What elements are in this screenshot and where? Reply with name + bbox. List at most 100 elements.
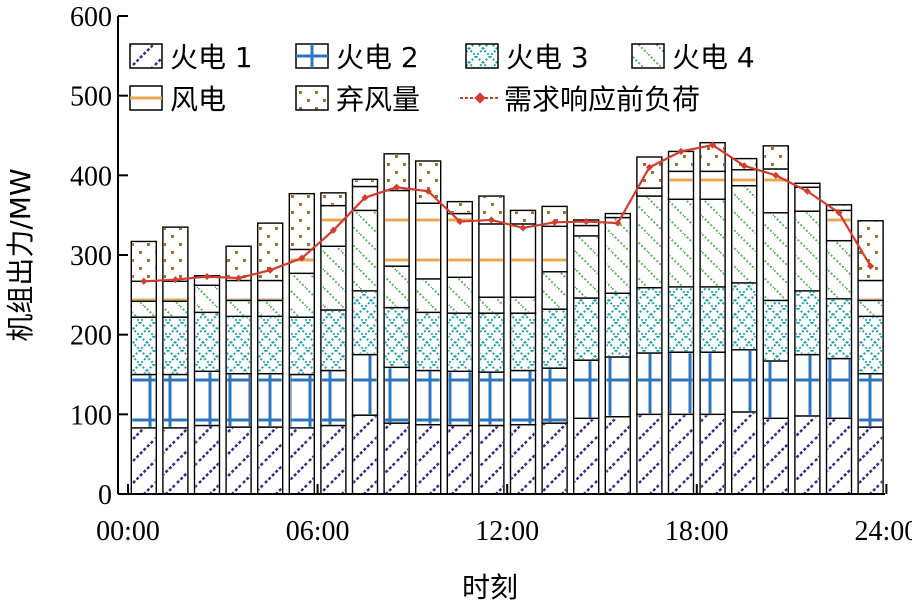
bar-pattern-6-hour-4	[227, 247, 251, 280]
bar-pattern-6-hour-13	[511, 211, 535, 223]
bar-pattern-4-hour-17	[637, 197, 661, 287]
demand-point-hour-4	[235, 274, 243, 282]
y-tick-label: 200	[70, 321, 112, 352]
bar-pattern-4-hour-24	[859, 301, 883, 316]
bar-pattern-2-hour-3	[195, 372, 219, 425]
bar-pattern-3-hour-6	[290, 318, 314, 374]
bar-pattern-1-hour-18	[669, 415, 693, 493]
bar-pattern-3-hour-12	[479, 314, 503, 372]
demand-point-hour-2	[171, 276, 179, 284]
bar-pattern-2-hour-4	[227, 374, 251, 427]
bar-pattern-3-hour-14	[543, 310, 567, 368]
bar-pattern-5-hour-4	[227, 281, 251, 300]
bar-pattern-6-hour-23	[827, 205, 851, 210]
demand-line	[143, 143, 872, 283]
bar-pattern-2-hour-13	[511, 371, 535, 424]
demand-point-hour-10	[424, 187, 432, 195]
bar-pattern-1-hour-8	[353, 416, 377, 493]
bar-pattern-5-hour-14	[543, 227, 567, 271]
bar-pattern-3-hour-16	[606, 294, 630, 356]
bar-pattern-3-hour-5	[258, 317, 282, 373]
bar-pattern-4-hour-20	[732, 186, 756, 282]
x-ticks: 00:00 06:00 12:00 18:00 24:00	[96, 484, 912, 547]
bar-pattern-6-hour-21	[764, 146, 788, 168]
y-tick-label: 0	[98, 480, 112, 511]
bar-pattern-4-hour-15	[574, 236, 598, 298]
y-tick-label: 100	[70, 400, 112, 431]
bar-pattern-5-hour-23	[827, 211, 851, 240]
demand-point-hour-23	[835, 209, 843, 217]
x-axis-title: 时刻	[462, 571, 518, 604]
bar-pattern-5-hour-2	[163, 282, 187, 301]
legend-swatch-thermal-1	[129, 43, 163, 69]
bar-pattern-3-hour-21	[764, 301, 788, 360]
bar-pattern-2-hour-12	[479, 373, 503, 425]
bar-pattern-3-hour-4	[227, 317, 251, 373]
x-tick-label: 12:00	[475, 516, 539, 547]
bar-pattern-5-hour-21	[764, 169, 788, 212]
bar-pattern-2-hour-11	[448, 372, 472, 425]
bar-pattern-1-hour-17	[637, 415, 661, 493]
bar-pattern-3-hour-9	[385, 308, 409, 367]
bar-pattern-3-hour-11	[448, 314, 472, 371]
demand-point-hour-7	[329, 226, 337, 234]
bar-pattern-3-hour-17	[637, 288, 661, 352]
bar-pattern-2-hour-17	[637, 353, 661, 414]
bar-pattern-5-hour-24	[859, 281, 883, 300]
bar-pattern-3-hour-20	[732, 283, 756, 349]
bar-pattern-3-hour-3	[195, 313, 219, 371]
bar-pattern-2-hour-18	[669, 353, 693, 414]
demand-point-hour-12	[487, 216, 495, 224]
bar-pattern-5-hour-19	[701, 172, 725, 199]
bar-pattern-1-hour-20	[732, 412, 756, 493]
demand-line-layer	[140, 141, 875, 285]
bar-pattern-4-hour-5	[258, 301, 282, 316]
bar-pattern-4-hour-9	[385, 267, 409, 307]
legend-swatch-demand-marker	[474, 92, 486, 104]
bar-pattern-2-hour-23	[827, 359, 851, 418]
bar-pattern-1-hour-5	[258, 428, 282, 493]
bar-pattern-3-hour-2	[163, 318, 187, 374]
y-tick-label: 600	[70, 2, 112, 33]
bar-pattern-4-hour-2	[163, 302, 187, 317]
y-tick-label: 500	[70, 82, 112, 113]
bar-pattern-3-hour-23	[827, 299, 851, 358]
bar-pattern-5-hour-15	[574, 226, 598, 235]
demand-point-hour-17	[645, 163, 653, 171]
bar-pattern-6-hour-11	[448, 202, 472, 213]
demand-point-hour-9	[393, 183, 401, 191]
demand-point-hour-13	[519, 224, 527, 232]
bar-pattern-5-hour-1	[132, 282, 156, 301]
legend-label-thermal-2: 火电 2	[336, 41, 419, 74]
bar-pattern-6-hour-22	[795, 184, 819, 187]
bar-pattern-5-hour-11	[448, 214, 472, 277]
bar-pattern-6-hour-9	[385, 154, 409, 190]
demand-point-hour-1	[140, 277, 148, 285]
bar-pattern-5-hour-10	[416, 204, 440, 278]
bar-pattern-1-hour-2	[163, 428, 187, 493]
bar-pattern-2-hour-9	[385, 368, 409, 423]
bar-pattern-4-hour-19	[701, 200, 725, 286]
bar-pattern-5-hour-7	[321, 206, 345, 246]
legend-swatch-thermal-4	[631, 43, 665, 69]
bar-pattern-1-hour-1	[132, 428, 156, 493]
bar-pattern-4-hour-18	[669, 200, 693, 286]
bar-pattern-2-hour-8	[353, 355, 377, 415]
bar-pattern-2-hour-21	[764, 361, 788, 418]
bar-pattern-5-hour-18	[669, 172, 693, 199]
bar-pattern-4-hour-8	[353, 211, 377, 290]
bars-layer	[130, 141, 884, 495]
bar-pattern-4-hour-21	[764, 213, 788, 300]
bar-pattern-1-hour-14	[543, 424, 567, 493]
bar-pattern-2-hour-15	[574, 361, 598, 418]
bar-pattern-3-hour-10	[416, 313, 440, 370]
bar-pattern-4-hour-4	[227, 301, 251, 316]
bar-pattern-1-hour-3	[195, 426, 219, 493]
y-tick-label: 400	[70, 161, 112, 192]
bar-pattern-6-hour-8	[353, 180, 377, 186]
bar-pattern-4-hour-3	[195, 286, 219, 312]
x-tick-label: 24:00	[855, 516, 912, 547]
bar-pattern-4-hour-10	[416, 279, 440, 312]
bar-pattern-6-hour-6	[290, 194, 314, 249]
demand-point-hour-11	[456, 218, 464, 226]
